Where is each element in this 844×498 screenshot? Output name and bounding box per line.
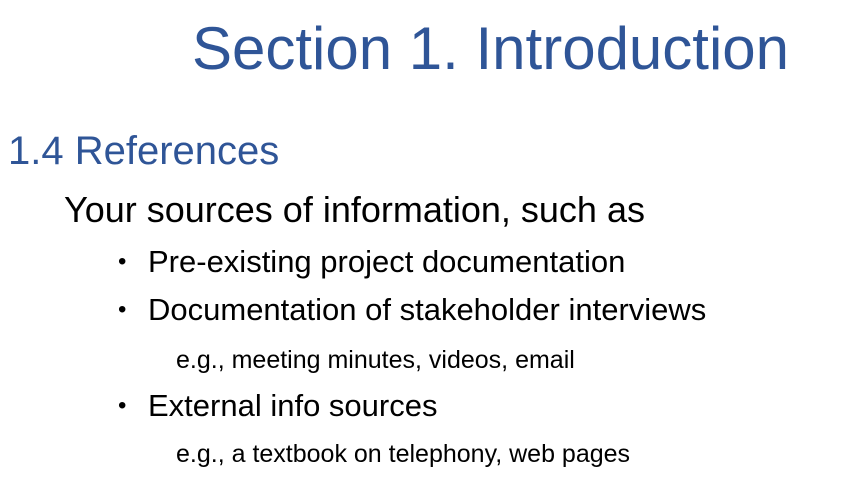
bullet-dot-icon: • bbox=[118, 296, 127, 323]
bullet-dot-icon: • bbox=[118, 392, 127, 419]
bullet-example-note: e.g., meeting minutes, videos, email bbox=[176, 346, 575, 374]
bullet-dot-icon: • bbox=[118, 248, 127, 275]
bullet-item: • Pre-existing project documentation bbox=[118, 244, 625, 280]
slide-title: Section 1. Introduction bbox=[192, 15, 790, 82]
bullet-label: External info sources bbox=[148, 388, 438, 423]
bullet-example-note: e.g., a textbook on telephony, web pages bbox=[176, 440, 631, 468]
bullet-label: Pre-existing project documentation bbox=[148, 244, 626, 279]
bullet-label: Documentation of stakeholder interviews bbox=[148, 292, 707, 327]
bullet-item: • Documentation of stakeholder interviews bbox=[118, 292, 706, 328]
intro-text: Your sources of information, such as bbox=[64, 189, 645, 230]
bullet-item: • External info sources bbox=[118, 388, 437, 424]
section-heading: 1.4 References bbox=[8, 129, 280, 173]
